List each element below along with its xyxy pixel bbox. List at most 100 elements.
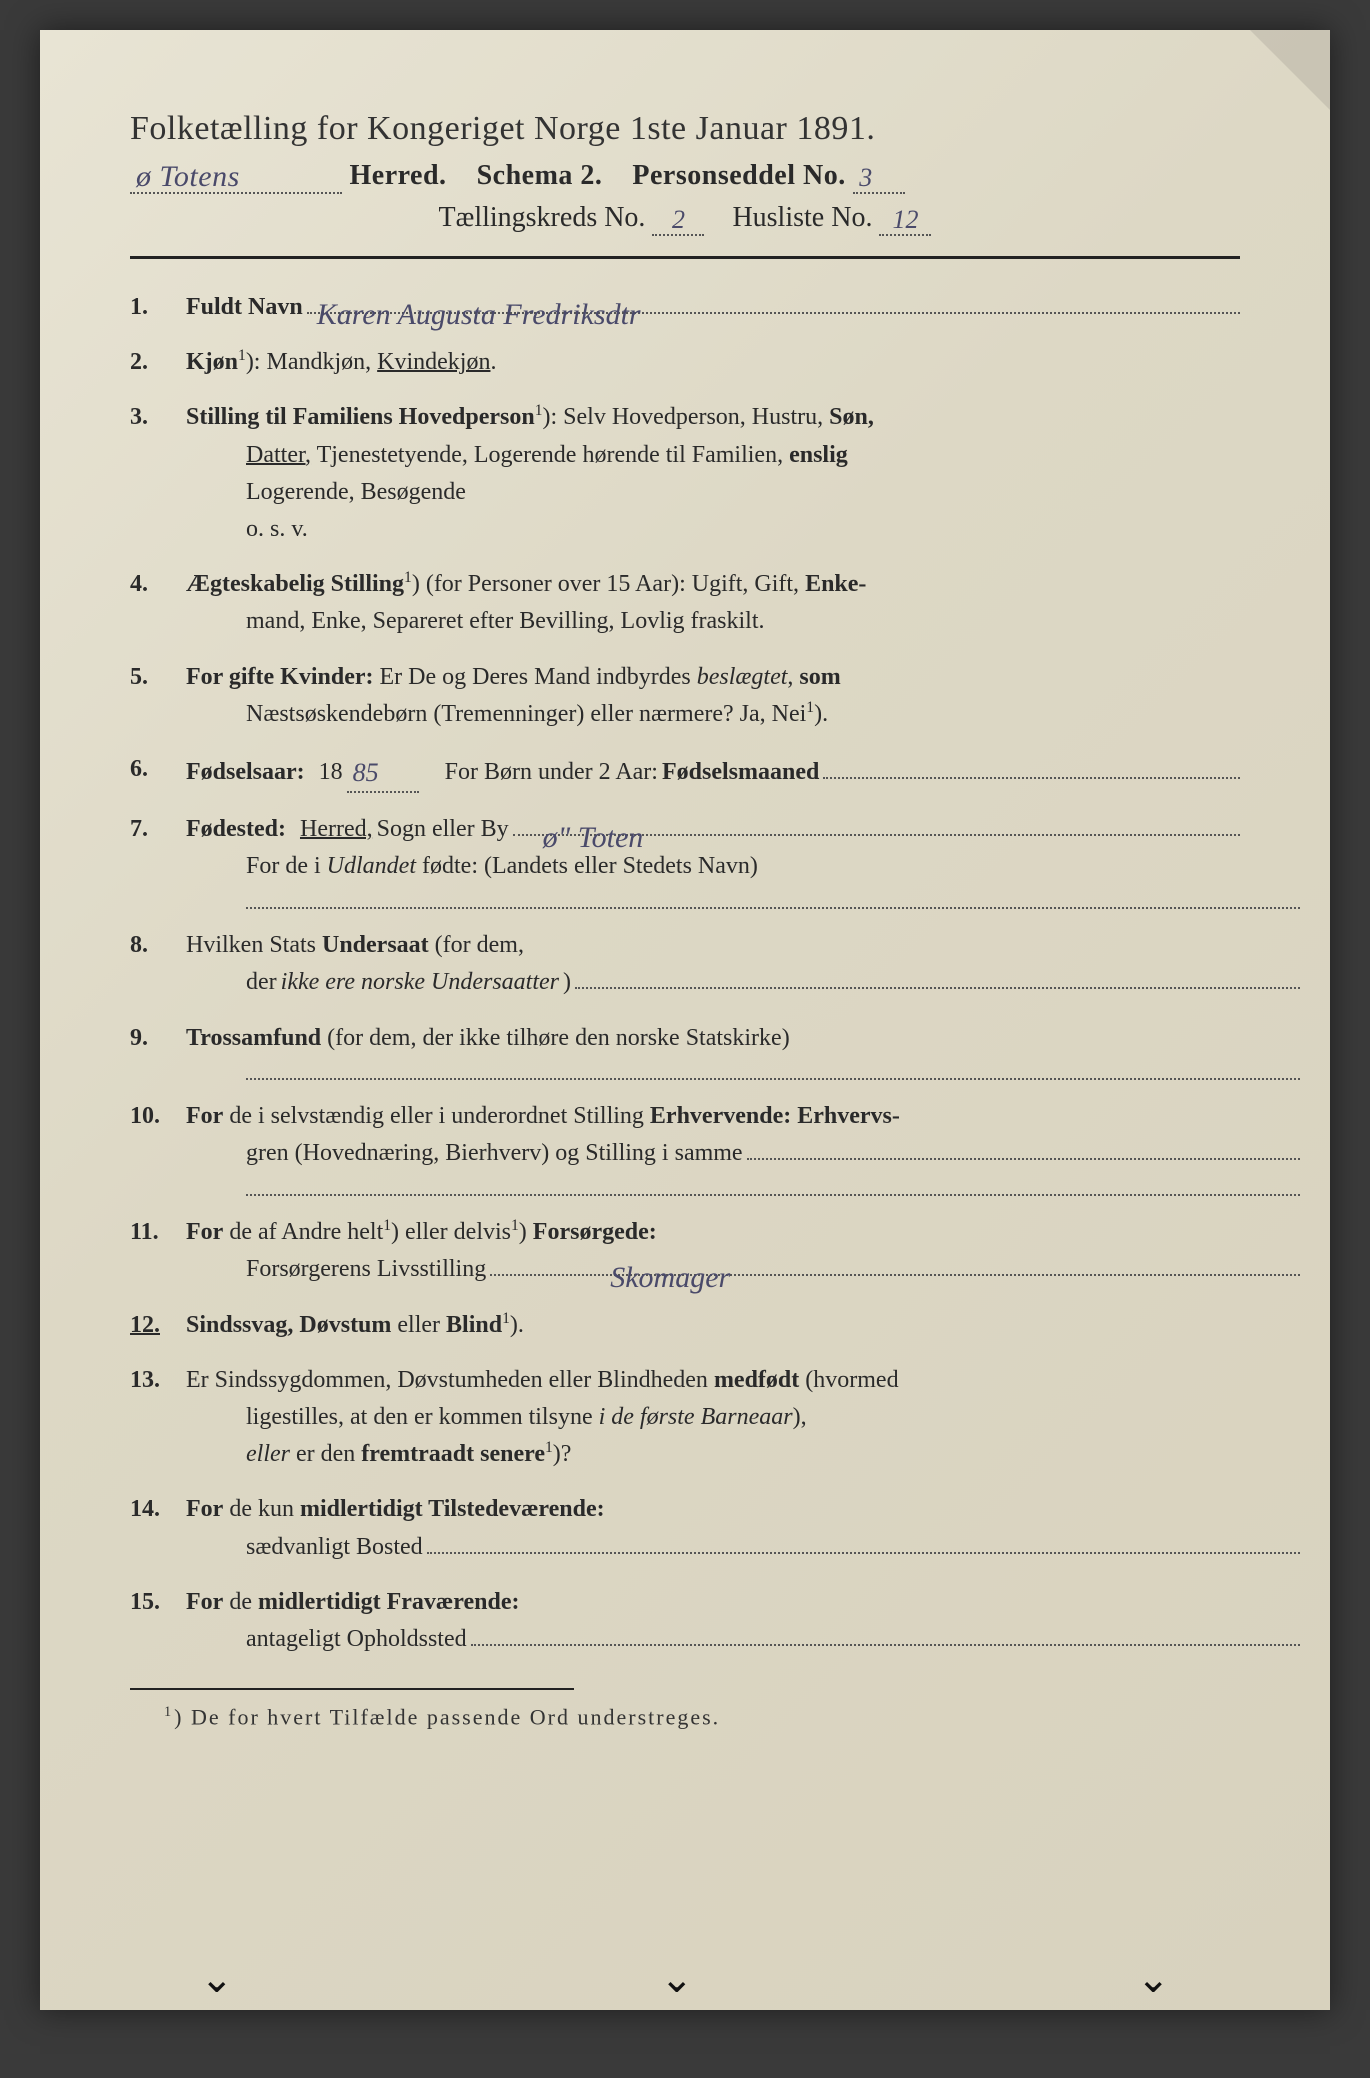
item-4-lead: Ægteskabelig Stilling <box>186 571 404 597</box>
item-13-l3a: eller <box>246 1441 290 1467</box>
item-2-label: Kjøn <box>186 349 238 375</box>
item-13-bold2: fremtraadt senere <box>361 1441 545 1467</box>
sup: 1 <box>502 1310 510 1327</box>
item-13: 13. Er Sindssygdommen, Døvstumheden elle… <box>130 1362 1240 1474</box>
item-5-som: som <box>799 664 840 690</box>
item-3-after: ): Selv Hovedperson, Hustru, <box>543 404 830 430</box>
item-8-l1b: (for dem, <box>429 932 524 958</box>
item-8: 8. Hvilken Stats Undersaat (for dem, der… <box>130 927 1240 1001</box>
item-3-line3: Logerende, Besøgende <box>186 474 1240 511</box>
herred-value: ø Totens <box>136 160 240 193</box>
item-num: 13. <box>130 1362 186 1399</box>
item-15: 15. For de midlertidigt Fraværende: anta… <box>130 1584 1240 1658</box>
item-9-bold: Trossamfund <box>186 1025 321 1051</box>
item-10: 10. For de i selvstændig eller i underor… <box>130 1098 1240 1196</box>
binding-mark-icon: ⌄ <box>660 1955 694 2002</box>
item-11-a: de af Andre helt <box>223 1219 383 1245</box>
item-num: 4. <box>130 566 186 603</box>
item-num: 7. <box>130 811 186 848</box>
item-num: 3. <box>130 399 186 436</box>
item-6-year: 85 <box>353 758 379 787</box>
item-num: 14. <box>130 1491 186 1528</box>
footnote-sup: 1 <box>164 1704 174 1720</box>
item-num: 9. <box>130 1020 186 1057</box>
item-num: 5. <box>130 659 186 696</box>
item-1: 1. Fuldt Navn Karen Augusta Fredriksdtr <box>130 289 1240 326</box>
form-items: 1. Fuldt Navn Karen Augusta Fredriksdtr … <box>130 289 1240 1658</box>
header-rule <box>130 256 1240 259</box>
item-8-l2a: der <box>246 964 277 1001</box>
personseddel-no: 3 <box>859 163 873 192</box>
form-header: Folketælling for Kongeriget Norge 1ste J… <box>130 110 1240 259</box>
item-12-bold: Sindssvag, Døvstum <box>186 1312 391 1338</box>
item-7: 7. Fødested: Herred, Sogn eller By ø" To… <box>130 811 1240 909</box>
item-14-line2: sædvanligt Bosted <box>246 1529 423 1566</box>
footnote-text: ) De for hvert Tilfælde passende Ord und… <box>174 1704 720 1729</box>
item-5-line2: Næstsøskendebørn (Tremenninger) eller næ… <box>246 701 806 727</box>
schema-label: Schema 2. <box>477 160 603 191</box>
item-13-l2b: ), <box>793 1404 807 1430</box>
item-5-tail: ). <box>814 701 828 727</box>
item-num: 1. <box>130 289 186 326</box>
item-4-line2: mand, Enke, Separeret efter Bevilling, L… <box>186 603 1240 640</box>
item-num: 12. <box>130 1307 186 1344</box>
item-13-italic: i de første Barneaar <box>599 1404 793 1430</box>
item-13-l2a: ligestilles, at den er kommen tilsyne <box>246 1404 599 1430</box>
footnote: 1) De for hvert Tilfælde passende Ord un… <box>130 1704 1240 1730</box>
item-12: 12. Sindssvag, Døvstum eller Blind1). <box>130 1307 1240 1344</box>
item-12-tail: ). <box>510 1312 524 1338</box>
sup: 1 <box>545 1439 553 1456</box>
item-9: 9. Trossamfund (for dem, der ikke tilhør… <box>130 1020 1240 1081</box>
item-4: 4. Ægteskabelig Stilling1) (for Personer… <box>130 566 1240 640</box>
husliste-label: Husliste No. <box>732 202 872 233</box>
item-14-lead: For <box>186 1496 223 1522</box>
item-11-b: ) eller delvis <box>391 1219 511 1245</box>
item-num: 2. <box>130 344 186 381</box>
item-1-label: Fuldt Navn <box>186 289 303 326</box>
item-3-datter: Datter, <box>246 442 311 468</box>
item-10-bold: Erhvervende: Erhvervs- <box>650 1103 900 1129</box>
item-15-line2: antageligt Opholdssted <box>246 1621 467 1658</box>
item-3-line2: Tjenestetyende, Logerende hørende til Fa… <box>311 442 789 468</box>
husliste-no: 12 <box>892 205 918 234</box>
item-3-line4: o. s. v. <box>186 511 1240 548</box>
item-15-bold: midlertidigt Fraværende: <box>258 1589 520 1615</box>
item-14-mid: de kun <box>223 1496 300 1522</box>
item-8-italic: ikke ere norske Undersaatter <box>281 964 559 1001</box>
item-6: 6. Fødselsaar: 1885 For Børn under 2 Aar… <box>130 751 1240 793</box>
item-11-value: Skomager <box>610 1255 730 1279</box>
item-6-lead: Fødselsaar: <box>186 754 305 791</box>
item-13-l1a: Er Sindssygdommen, Døvstumheden eller Bl… <box>186 1367 714 1393</box>
item-8-l1a: Hvilken Stats <box>186 932 322 958</box>
item-14: 14. For de kun midlertidigt Tilstedevære… <box>130 1491 1240 1565</box>
item-13-bold: medfødt <box>714 1367 799 1393</box>
item-9-after: (for dem, der ikke tilhøre den norske St… <box>321 1025 790 1051</box>
sup: 1 <box>511 1217 519 1234</box>
item-11: 11. For de af Andre helt1) eller delvis1… <box>130 1214 1240 1288</box>
item-6-mid: For Børn under 2 Aar: <box>445 754 658 791</box>
item-10-lead: For <box>186 1103 223 1129</box>
item-3: 3. Stilling til Familiens Hovedperson1):… <box>130 399 1240 548</box>
subtitle-line: ø Totens Herred. Schema 2. Personseddel … <box>130 158 1240 194</box>
item-5-lead: For gifte Kvinder: <box>186 664 374 690</box>
item-15-lead: For <box>186 1589 223 1615</box>
item-num: 15. <box>130 1584 186 1621</box>
item-4-enke: Enke- <box>805 571 866 597</box>
item-num: 11. <box>130 1214 186 1251</box>
item-2: 2. Kjøn1): Mandkjøn, Kvindekjøn. <box>130 344 1240 381</box>
sup: 1 <box>806 699 814 716</box>
item-num: 10. <box>130 1098 186 1135</box>
item-5: 5. For gifte Kvinder: Er De og Deres Man… <box>130 659 1240 733</box>
item-11-c: ) <box>519 1219 533 1245</box>
item-2-text: ): Mandkjøn, <box>246 349 377 375</box>
item-num: 6. <box>130 751 186 788</box>
item-14-bold: midlertidigt Tilstedeværende: <box>300 1496 605 1522</box>
item-5-italic: beslægtet <box>697 664 788 690</box>
item-7-herred: Herred, <box>300 811 373 848</box>
item-2-tail: . <box>490 349 496 375</box>
item-11-lead: For <box>186 1219 223 1245</box>
item-1-value: Karen Augusta Fredriksdtr <box>317 292 641 316</box>
item-12-bold2: Blind <box>446 1312 502 1338</box>
sup: 1 <box>238 347 246 364</box>
item-7-value: ø" Toten <box>543 815 644 839</box>
